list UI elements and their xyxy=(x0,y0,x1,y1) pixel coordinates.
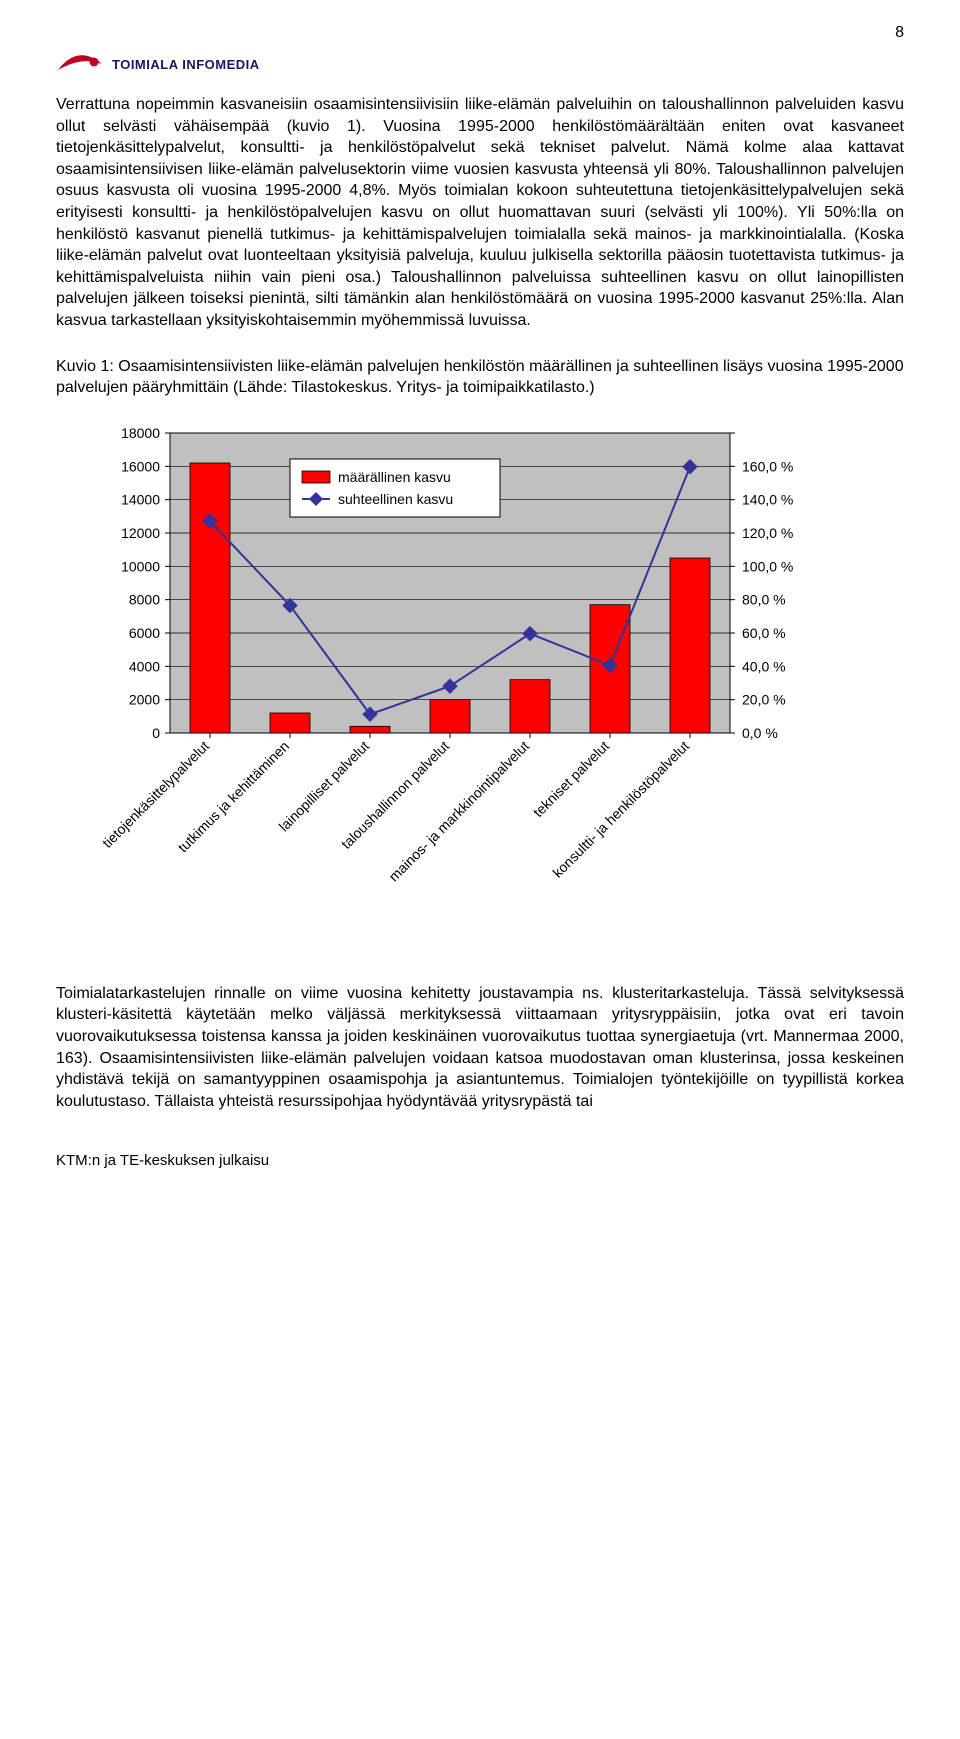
logo-text: TOIMIALA INFOMEDIA xyxy=(112,57,260,72)
svg-text:4000: 4000 xyxy=(129,658,160,674)
logo: TOIMIALA INFOMEDIA xyxy=(56,50,904,78)
svg-text:20,0 %: 20,0 % xyxy=(742,691,786,707)
paragraph-2: Toimialatarkastelujen rinnalle on viime … xyxy=(56,983,904,1113)
svg-text:80,0 %: 80,0 % xyxy=(742,591,786,607)
svg-text:0: 0 xyxy=(152,725,160,741)
svg-text:60,0 %: 60,0 % xyxy=(742,625,786,641)
svg-text:määrällinen kasvu: määrällinen kasvu xyxy=(338,469,451,485)
paragraph-1: Verrattuna nopeimmin kasvaneisiin osaami… xyxy=(56,94,904,332)
svg-text:160,0 %: 160,0 % xyxy=(742,458,793,474)
publication-footer: KTM:n ja TE-keskuksen julkaisu xyxy=(56,1152,904,1169)
svg-text:12000: 12000 xyxy=(121,525,160,541)
chart-kuvio-1: 0 0,0 % 2000 20,0 % 4000 40,0 % 6000 60,0 % 8000… xyxy=(96,423,864,943)
page-number: 8 xyxy=(56,24,904,42)
svg-text:40,0 %: 40,0 % xyxy=(742,658,786,674)
svg-text:18000: 18000 xyxy=(121,425,160,441)
svg-text:2000: 2000 xyxy=(129,691,160,707)
svg-text:mainos- ja markkinointipalvelu: mainos- ja markkinointipalvelut xyxy=(385,737,532,884)
svg-text:0,0 %: 0,0 % xyxy=(742,725,778,741)
svg-text:konsultti- ja henkilöstöpalvel: konsultti- ja henkilöstöpalvelut xyxy=(549,737,692,880)
svg-text:100,0 %: 100,0 % xyxy=(742,558,793,574)
svg-text:6000: 6000 xyxy=(129,625,160,641)
svg-text:140,0 %: 140,0 % xyxy=(742,491,793,507)
svg-text:8000: 8000 xyxy=(129,591,160,607)
svg-text:16000: 16000 xyxy=(121,458,160,474)
logo-swoosh-icon xyxy=(56,50,106,78)
svg-text:suhteellinen kasvu: suhteellinen kasvu xyxy=(338,491,453,507)
chart-svg: 0 0,0 % 2000 20,0 % 4000 40,0 % 6000 60,0 % 8000… xyxy=(100,423,860,943)
svg-text:tekniset palvelut: tekniset palvelut xyxy=(530,737,612,819)
svg-text:10000: 10000 xyxy=(121,558,160,574)
svg-text:14000: 14000 xyxy=(121,491,160,507)
chart-caption: Kuvio 1: Osaamisintensiivisten liike-elä… xyxy=(56,356,904,399)
svg-text:120,0 %: 120,0 % xyxy=(742,525,793,541)
